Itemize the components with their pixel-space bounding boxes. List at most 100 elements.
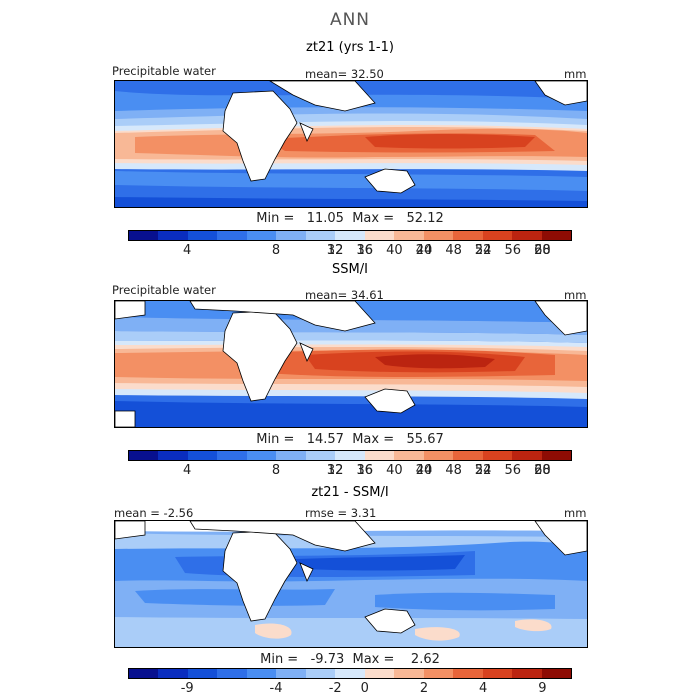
colorbar-swatch — [423, 669, 454, 678]
colorbar-swatch — [158, 231, 188, 240]
colorbar-tick-label: -2 — [328, 681, 342, 696]
colorbar-tick-label: -4 — [269, 681, 283, 696]
colorbar-tick-label: 52 — [474, 463, 492, 478]
colorbar-swatch — [187, 451, 218, 460]
panel-2-map — [114, 300, 588, 428]
colorbar-swatch — [158, 669, 188, 678]
colorbar-swatch — [364, 451, 395, 460]
colorbar-swatch — [512, 231, 542, 240]
colorbar-swatch — [129, 231, 159, 240]
colorbar-swatch — [394, 231, 424, 240]
colorbar-tick-label: 4 — [479, 681, 488, 696]
panel-2-colorbar-ticks: 4 8 12 16 20 24 28 32 36 40 44 48 52 56 60 — [128, 463, 572, 479]
colorbar-swatch — [305, 231, 336, 240]
panel-2-field-label: Precipitable water — [112, 283, 216, 297]
colorbar-swatch — [423, 231, 454, 240]
panel-1-map-svg — [115, 81, 587, 207]
panel-1-units: mm — [564, 67, 587, 81]
colorbar-swatch — [129, 451, 159, 460]
panel-2-map-svg — [115, 301, 587, 427]
colorbar-tick-label: 16 — [356, 243, 374, 258]
colorbar-swatch — [217, 231, 247, 240]
panel-2-units: mm — [564, 288, 587, 302]
colorbar-tick-label: 9 — [538, 681, 547, 696]
colorbar-swatch — [364, 231, 395, 240]
colorbar-tick-label: 28 — [534, 243, 551, 258]
colorbar-swatch — [187, 231, 218, 240]
colorbar-swatch — [453, 231, 483, 240]
colorbar-tick-label: 48 — [445, 243, 462, 258]
colorbar-tick-label: 36 — [356, 243, 374, 258]
colorbar-tick-label: 44 — [415, 243, 433, 258]
panel-3-map — [114, 520, 588, 648]
colorbar-tick-label: 4 — [183, 243, 192, 258]
colorbar-tick-label: 56 — [504, 243, 522, 258]
colorbar-tick-label: 60 — [534, 243, 551, 258]
colorbar-tick-label: 4 — [183, 463, 192, 478]
panel-2-title: SSM/I — [332, 262, 368, 277]
panel-3-mean: mean = -2.56 — [114, 506, 194, 520]
panel-1-min-max: Min = 11.05 Max = 52.12 — [256, 211, 444, 226]
colorbar-swatch — [187, 669, 218, 678]
colorbar-tick-label: 8 — [271, 243, 281, 258]
colorbar-tick-label: 60 — [534, 463, 551, 478]
colorbar-tick-label: 16 — [356, 463, 374, 478]
colorbar-tick-label: 12 — [326, 463, 344, 478]
panel-3-rmse: rmse = 3.31 — [305, 506, 377, 520]
colorbar-swatch — [423, 451, 454, 460]
colorbar-tick-label: 0 — [360, 681, 369, 696]
colorbar-tick-label: 56 — [504, 463, 522, 478]
colorbar-tick-label: 20 — [415, 463, 433, 478]
colorbar-tick-label: 24 — [474, 243, 492, 258]
colorbar-swatch — [246, 231, 277, 240]
colorbar-swatch — [246, 669, 277, 678]
colorbar-tick-label: 2 — [419, 681, 429, 696]
colorbar-swatch — [541, 669, 572, 678]
colorbar-swatch — [394, 669, 424, 678]
colorbar-swatch — [512, 451, 542, 460]
panel-3-units: mm — [564, 506, 587, 520]
colorbar-swatch — [364, 669, 395, 678]
panel-3-map-svg — [115, 521, 587, 647]
colorbar-tick-label: 32 — [326, 463, 344, 478]
colorbar-swatch — [453, 669, 483, 678]
panel-1-colorbar-ticks: 4 8 12 16 20 24 28 32 36 40 44 48 52 56 60 — [128, 243, 572, 259]
colorbar-swatch — [482, 231, 513, 240]
colorbar-tick-label: 52 — [474, 243, 492, 258]
colorbar-swatch — [246, 451, 277, 460]
panel-3-min-max: Min = -9.73 Max = 2.62 — [260, 652, 440, 667]
colorbar-swatch — [512, 669, 542, 678]
colorbar-swatch — [305, 669, 336, 678]
colorbar-swatch — [158, 451, 188, 460]
colorbar-tick-label: 12 — [326, 243, 344, 258]
colorbar-tick-label: 40 — [386, 463, 403, 478]
colorbar-swatch — [335, 231, 365, 240]
colorbar-swatch — [217, 669, 247, 678]
panel-1-title: zt21 (yrs 1-1) — [306, 40, 394, 55]
colorbar-tick-label: 24 — [474, 463, 492, 478]
panel-2-colorbar — [128, 450, 572, 461]
panel-2-mean: mean= 34.61 — [305, 288, 384, 302]
figure-title: ANN — [329, 10, 371, 30]
colorbar-swatch — [276, 231, 306, 240]
colorbar-tick-label: 32 — [326, 243, 344, 258]
colorbar-swatch — [217, 451, 247, 460]
panel-3-colorbar-ticks: -9 -4 -2 0 2 4 9 — [128, 681, 572, 697]
colorbar-swatch — [276, 451, 306, 460]
colorbar-swatch — [335, 451, 365, 460]
panel-1-mean: mean= 32.50 — [305, 67, 384, 81]
colorbar-tick-label: -9 — [180, 681, 194, 696]
colorbar-tick-label: 8 — [271, 463, 281, 478]
colorbar-tick-label: 28 — [534, 463, 551, 478]
colorbar-tick-label: 44 — [415, 463, 433, 478]
panel-1-map — [114, 80, 588, 208]
panel-3-colorbar — [128, 668, 572, 679]
colorbar-swatch — [335, 669, 365, 678]
colorbar-tick-label: 40 — [386, 243, 403, 258]
colorbar-swatch — [129, 669, 159, 678]
colorbar-swatch — [394, 451, 424, 460]
colorbar-swatch — [482, 451, 513, 460]
panel-1-field-label: Precipitable water — [112, 64, 216, 78]
colorbar-tick-label: 20 — [415, 243, 433, 258]
panel-1-colorbar — [128, 230, 572, 241]
